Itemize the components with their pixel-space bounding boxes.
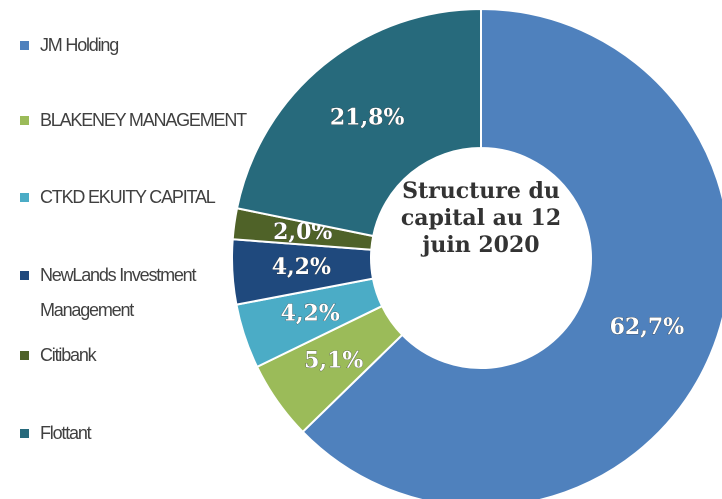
slice <box>235 7 482 238</box>
chart-title: Structure du capital au 12 juin 2020 <box>400 178 562 258</box>
legend-item: JM Holding <box>20 28 250 63</box>
legend-label: Citibank <box>40 345 97 365</box>
data-label: 4,2% <box>272 254 331 280</box>
legend-swatch <box>20 116 29 125</box>
legend-swatch <box>20 41 29 50</box>
legend-swatch <box>20 429 29 438</box>
legend-item: Citibank <box>20 338 250 373</box>
data-label: 5,1% <box>304 348 363 374</box>
data-label: 21,8% <box>330 105 405 131</box>
legend-item: Flottant <box>20 416 250 451</box>
legend-swatch <box>20 351 29 360</box>
data-label: 4,2% <box>281 301 340 327</box>
legend-swatch <box>20 193 29 202</box>
slice <box>301 7 722 499</box>
legend-item: CTKD EKUITY CAPITAL <box>20 180 250 215</box>
legend-label: BLAKENEY MANAGEMENT <box>40 110 247 130</box>
legend-label: JM Holding <box>40 35 119 55</box>
legend-label: NewLands Investment Management <box>40 265 196 320</box>
legend-label: CTKD EKUITY CAPITAL <box>40 187 216 207</box>
data-label: 2,0% <box>273 219 332 245</box>
legend-item: BLAKENEY MANAGEMENT <box>20 103 250 138</box>
legend-item: NewLands Investment Management <box>20 258 250 328</box>
legend-swatch <box>20 271 29 280</box>
data-label: 62,7% <box>610 314 685 340</box>
legend-label: Flottant <box>40 423 92 443</box>
